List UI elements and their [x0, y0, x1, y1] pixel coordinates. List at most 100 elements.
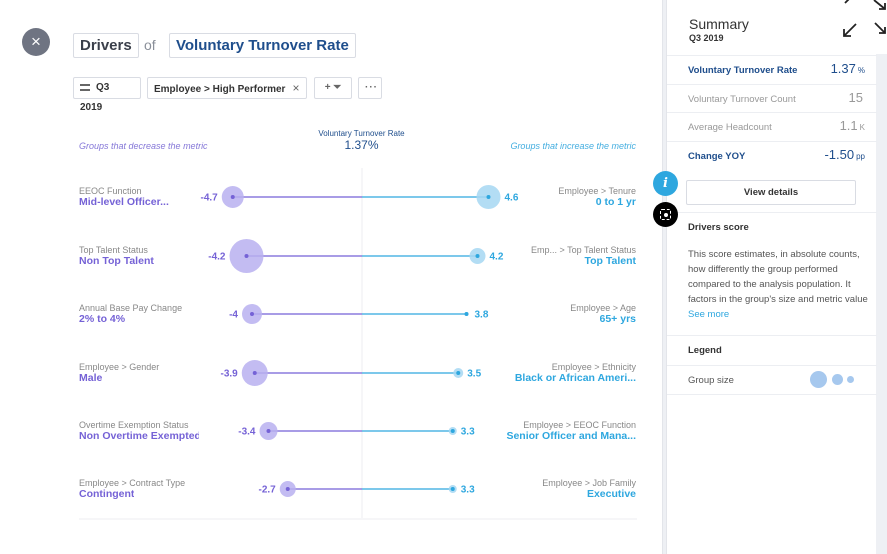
- increase-point: [464, 312, 469, 316]
- decrease-point: [230, 195, 235, 199]
- increase-row-category: Emp... > Top Talent Status: [531, 245, 636, 255]
- legend-title: Legend: [688, 345, 722, 356]
- decrease-point: [266, 429, 271, 433]
- drivers-score-text: This score estimates, in absolute counts…: [688, 249, 868, 305]
- decrease-point: [250, 312, 254, 316]
- increase-row-group[interactable]: 65+ yrs: [599, 313, 637, 325]
- summary-row-label: Average Headcount: [688, 122, 772, 133]
- increase-row-group[interactable]: Top Talent: [584, 255, 636, 267]
- center-metric-label: Voluntary Turnover Rate: [318, 129, 405, 138]
- capture-icon: [660, 209, 671, 220]
- decrease-row-group[interactable]: 2% to 4%: [79, 313, 126, 325]
- summary-row-value: 15: [848, 90, 863, 105]
- decrease-row-category: Top Talent Status: [79, 245, 148, 255]
- summary-row-label: Voluntary Turnover Count: [688, 94, 796, 105]
- summary-row-value: 1.37%: [830, 61, 865, 76]
- group-size-label: Group size: [688, 375, 734, 386]
- decrease-value-label: -3.4: [238, 427, 256, 438]
- decrease-row-group[interactable]: Male: [79, 372, 103, 384]
- summary-panel: Summary Q3 2019 Voluntary Turnover Rate …: [666, 0, 877, 554]
- title-of-label: of: [144, 37, 156, 53]
- decrease-value-label: -3.9: [221, 369, 239, 380]
- calendar-icon: [80, 84, 90, 91]
- summary-row-value: 1.1 K: [839, 118, 865, 133]
- close-button[interactable]: ×: [22, 28, 50, 56]
- add-filter-button[interactable]: + ⏷: [314, 77, 352, 99]
- increase-value-label: 4.6: [505, 193, 519, 204]
- drivers-score-description: This score estimates, in absolute counts…: [688, 247, 868, 322]
- increase-point: [450, 487, 455, 491]
- expand-collapse-icon: [843, 0, 886, 37]
- legend-header: Legend: [667, 335, 877, 363]
- decrease-row-category: EEOC Function: [79, 186, 142, 196]
- legend-dot-medium: [832, 374, 843, 385]
- decrease-groups-label: Groups that decrease the metric: [79, 141, 208, 151]
- decrease-value-label: -4.2: [208, 252, 226, 263]
- metric-dropdown[interactable]: Voluntary Turnover Rate: [169, 33, 356, 58]
- increase-value-label: 3.3: [461, 485, 475, 496]
- increase-row-category: Employee > Tenure: [558, 186, 636, 196]
- summary-row-turnover-rate: Voluntary Turnover Rate 1.37%: [667, 55, 877, 83]
- decrease-row-group[interactable]: Non Overtime Exempted: [79, 430, 199, 442]
- increase-row-group[interactable]: Senior Officer and Mana...: [506, 430, 636, 442]
- employee-filter-label: Employee > High Performer: [154, 84, 286, 95]
- increase-row-group[interactable]: Executive: [586, 488, 636, 500]
- decrease-value-label: -2.7: [259, 485, 277, 496]
- summary-row-change-yoy: Change YOY -1.50 pp: [667, 141, 877, 169]
- legend-group-size: Group size: [667, 365, 877, 395]
- legend-dot-large: [810, 371, 827, 388]
- period-filter[interactable]: Q3 2019: [73, 77, 141, 113]
- legend-dot-small: [847, 376, 854, 383]
- increase-value-label: 3.5: [467, 369, 481, 380]
- increase-row-group[interactable]: 0 to 1 yr: [595, 196, 636, 208]
- center-metric-value: 1.37%: [344, 138, 379, 152]
- decrease-point: [285, 487, 290, 491]
- summary-row-headcount: Average Headcount 1.1 K: [667, 112, 877, 140]
- view-details-button[interactable]: View details: [686, 180, 856, 205]
- summary-row-label: Change YOY: [688, 151, 746, 162]
- decrease-row-group[interactable]: Non Top Talent: [79, 255, 154, 267]
- increase-value-label: 4.2: [490, 252, 504, 263]
- increase-row-category: Employee > Ethnicity: [551, 362, 636, 372]
- increase-row-group[interactable]: Black or African Ameri...: [514, 372, 636, 384]
- summary-row-label: Voluntary Turnover Rate: [688, 65, 798, 76]
- decrease-value-label: -4: [229, 310, 238, 321]
- resize-control[interactable]: [828, 0, 887, 54]
- decrease-row-category: Employee > Contract Type: [79, 478, 186, 488]
- decrease-row-group[interactable]: Contingent: [79, 488, 135, 500]
- increase-point: [450, 429, 455, 433]
- increase-value-label: 3.3: [461, 427, 475, 438]
- increase-row-category: Employee > Age: [570, 303, 636, 313]
- decrease-point: [244, 254, 249, 258]
- info-button[interactable]: i: [653, 171, 678, 196]
- increase-groups-label: Groups that increase the metric: [510, 141, 636, 151]
- increase-row-category: Employee > EEOC Function: [523, 420, 636, 430]
- drivers-score-header: Drivers score: [667, 212, 877, 240]
- increase-point: [475, 254, 480, 258]
- increase-value-label: 3.8: [475, 310, 489, 321]
- increase-point: [456, 371, 461, 375]
- decrease-value-label: -4.7: [201, 193, 219, 204]
- decrease-row-category: Employee > Gender: [79, 362, 160, 372]
- period-label: Q3 2019: [80, 82, 110, 113]
- summary-period: Q3 2019: [689, 33, 724, 43]
- increase-row-category: Employee > Job Family: [542, 478, 636, 488]
- see-more-link[interactable]: See more: [688, 309, 730, 320]
- decrease-row-category: Overtime Exemption Status: [79, 420, 189, 430]
- decrease-point: [252, 371, 257, 375]
- screenshot-button[interactable]: [653, 202, 678, 227]
- decrease-row-category: Annual Base Pay Change: [79, 303, 183, 313]
- plus-filter-icon: + ⏷: [324, 82, 342, 93]
- drivers-dropdown[interactable]: Drivers: [73, 33, 139, 58]
- employee-filter-chip[interactable]: Employee > High Performer ×: [147, 77, 307, 99]
- summary-title: Summary: [689, 16, 749, 32]
- drivers-chart: -4.7 -4.2 -4 -3.9 -3.4 -2.7 4.6 4.2 3.8 3.5 3.3 3.3: [79, 168, 637, 520]
- decrease-row-group[interactable]: Mid-level Officer...: [79, 196, 169, 208]
- summary-row-turnover-count: Voluntary Turnover Count 15: [667, 84, 877, 112]
- more-dots-icon: ···: [365, 82, 378, 93]
- summary-row-value: -1.50 pp: [824, 147, 865, 162]
- remove-filter-icon[interactable]: ×: [292, 81, 300, 95]
- increase-point: [486, 195, 491, 199]
- more-options-button[interactable]: ···: [358, 77, 382, 99]
- drivers-score-title: Drivers score: [688, 222, 749, 233]
